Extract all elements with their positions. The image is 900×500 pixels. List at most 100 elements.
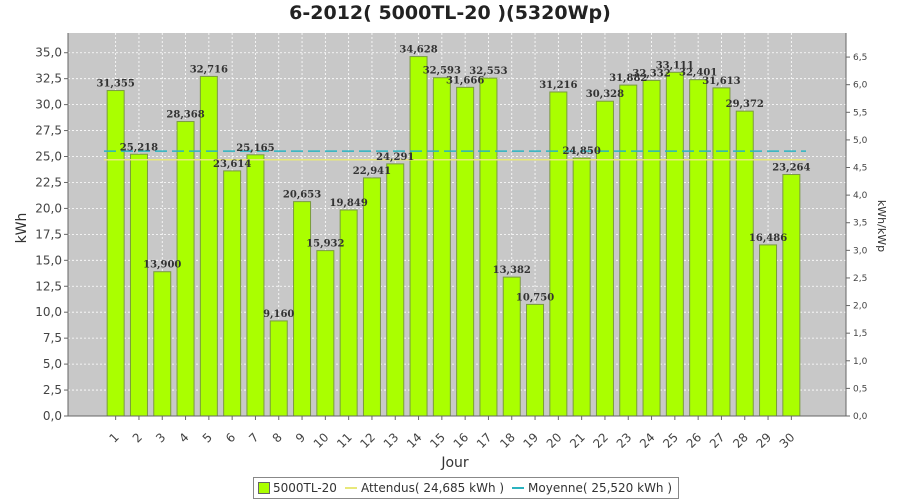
- x-tick-label: 5: [200, 430, 215, 445]
- bar-day-3: [153, 271, 172, 417]
- bar-day-26: [689, 79, 708, 417]
- y-tick-label: 25,0: [35, 150, 62, 164]
- y2-tick-label: 0,0: [853, 412, 868, 422]
- y2-tick-label: 5,0: [853, 136, 868, 146]
- data-label: 25,218: [120, 142, 158, 153]
- x-tick-label: 27: [707, 430, 728, 451]
- x-tick-label: 6: [223, 430, 238, 445]
- y-tick-label: 32,5: [35, 72, 62, 86]
- data-label: 9,160: [263, 309, 294, 320]
- data-label: 23,614: [213, 159, 251, 170]
- y2-tick-label: 2,5: [853, 274, 867, 284]
- legend-swatch-production: [258, 482, 270, 494]
- legend-label-production: 5000TL-20: [273, 481, 337, 495]
- x-tick-label: 25: [660, 430, 681, 451]
- data-label: 32,332: [632, 68, 670, 79]
- x-tick-label: 14: [404, 430, 425, 451]
- bar-day-8: [269, 320, 288, 417]
- y-tick-label: 35,0: [35, 46, 62, 60]
- y-tick-label: 7,5: [43, 331, 62, 345]
- legend-label-moyenne: Moyenne( 25,520 kWh ): [528, 481, 673, 495]
- data-label: 33,111: [656, 60, 694, 71]
- data-label: 31,613: [702, 76, 740, 87]
- bar-day-16: [456, 86, 475, 417]
- y-tick-label: 5,0: [43, 357, 62, 371]
- bar-day-28: [735, 110, 754, 417]
- bar-day-5: [199, 75, 218, 417]
- data-label: 24,291: [376, 152, 414, 163]
- y2-tick-label: 6,0: [853, 81, 868, 91]
- y-tick-label: 22,5: [35, 175, 62, 189]
- x-tick-label: 29: [753, 430, 774, 451]
- x-tick-label: 8: [270, 430, 285, 445]
- bar-day-29: [759, 244, 778, 417]
- data-label: 19,849: [330, 198, 368, 209]
- bar-day-23: [619, 84, 638, 417]
- x-tick-label: 13: [381, 430, 402, 451]
- data-label: 20,653: [283, 190, 321, 201]
- data-label: 15,932: [306, 239, 344, 250]
- data-label: 34,628: [399, 45, 437, 56]
- x-tick-label: 7: [246, 430, 261, 445]
- data-label: 24,850: [563, 146, 601, 157]
- y-tick-label: 15,0: [35, 253, 62, 267]
- bar-day-10: [316, 250, 335, 417]
- x-tick-label: 30: [777, 430, 798, 451]
- x-axis-label: Jour: [440, 455, 469, 471]
- bar-day-21: [572, 157, 591, 417]
- y2-tick-label: 0,5: [853, 384, 867, 394]
- x-tick-label: 15: [427, 430, 448, 451]
- y2-tick-label: 1,5: [853, 329, 867, 339]
- y2-tick-label: 3,0: [853, 246, 868, 256]
- data-label: 22,941: [353, 166, 391, 177]
- bar-day-27: [712, 87, 731, 417]
- data-label: 32,593: [423, 66, 461, 77]
- legend-item-moyenne: Moyenne( 25,520 kWh ): [512, 481, 672, 495]
- y2-tick-label: 4,5: [853, 164, 867, 174]
- y-axis-label: kWh: [14, 213, 30, 244]
- y2-tick-label: 5,5: [853, 108, 867, 118]
- data-label: 32,401: [679, 68, 717, 79]
- bar-day-17: [479, 77, 498, 417]
- legend-item-attendus: Attendus( 24,685 kWh ): [344, 481, 505, 495]
- x-tick-label: 16: [451, 430, 472, 451]
- data-label: 28,368: [166, 110, 204, 121]
- bar-day-2: [129, 153, 148, 417]
- bar-day-19: [526, 303, 545, 417]
- x-tick-label: 9: [293, 430, 308, 445]
- legend-label-attendus: Attendus( 24,685 kWh ): [360, 481, 505, 495]
- bar-day-15: [432, 77, 451, 417]
- bar-day-30: [782, 174, 801, 417]
- x-tick-label: 17: [474, 430, 495, 451]
- legend-swatch-attendus: [344, 487, 357, 489]
- data-label: 25,165: [236, 143, 274, 154]
- x-tick-label: 26: [684, 430, 705, 451]
- bar-day-20: [549, 91, 568, 417]
- x-tick-label: 12: [357, 430, 378, 451]
- data-label: 32,716: [190, 64, 228, 75]
- x-tick-label: 24: [637, 430, 658, 451]
- data-label: 10,750: [516, 292, 554, 303]
- x-tick-label: 1: [106, 430, 121, 445]
- bar-day-24: [642, 79, 661, 417]
- legend-swatch-moyenne: [512, 487, 525, 489]
- data-label: 16,486: [749, 233, 787, 244]
- y-tick-label: 12,5: [35, 279, 62, 293]
- bar-day-13: [386, 163, 405, 417]
- y-tick-label: 30,0: [35, 98, 62, 112]
- y2-tick-label: 3,5: [853, 219, 867, 229]
- y-tick-label: 17,5: [35, 227, 62, 241]
- bar-day-14: [409, 56, 428, 417]
- bar-day-25: [665, 71, 684, 417]
- x-tick-label: 10: [311, 430, 332, 451]
- bar-day-12: [362, 177, 381, 417]
- x-tick-label: 18: [497, 430, 518, 451]
- x-tick-label: 22: [590, 430, 611, 451]
- data-label: 31,666: [446, 75, 484, 86]
- x-tick-label: 2: [130, 430, 145, 445]
- bar-day-9: [293, 201, 312, 417]
- x-tick-label: 11: [334, 430, 355, 451]
- data-label: 31,355: [97, 79, 135, 90]
- bar-day-6: [223, 170, 242, 417]
